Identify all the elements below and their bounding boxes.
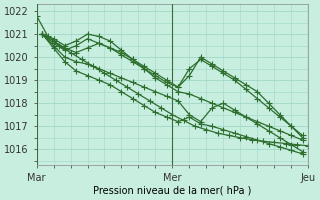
X-axis label: Pression niveau de la mer( hPa ): Pression niveau de la mer( hPa ) [93, 186, 252, 196]
